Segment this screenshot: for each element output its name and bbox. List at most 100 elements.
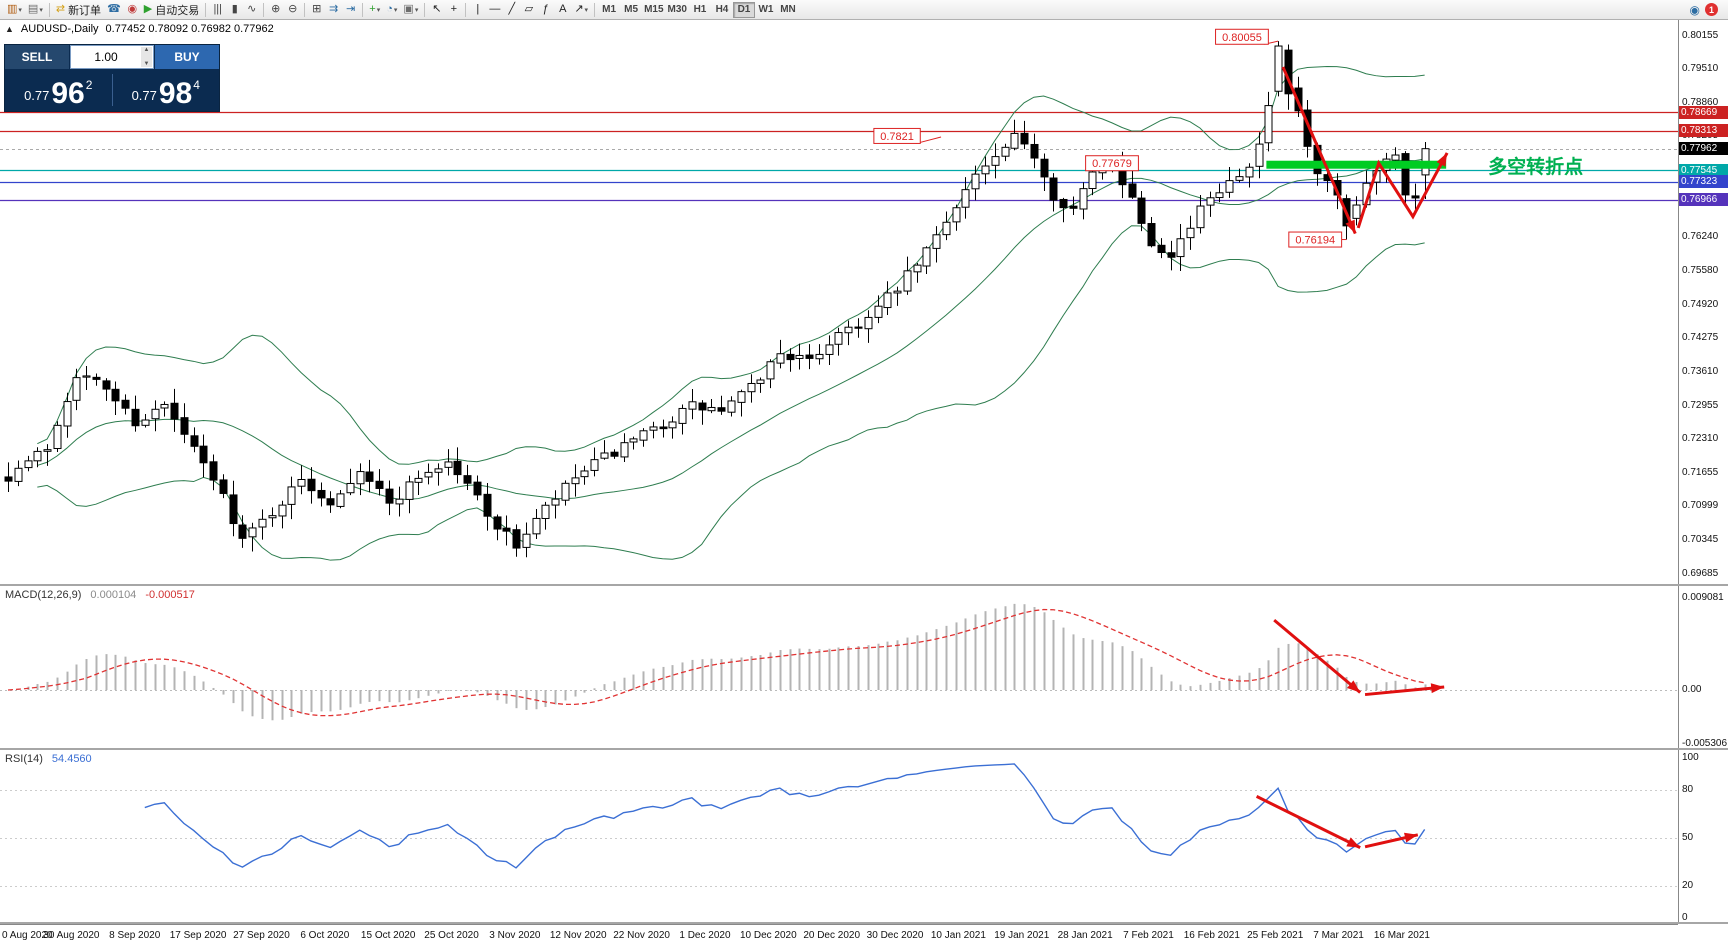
- dropdown-caret-icon: ▾: [39, 6, 43, 14]
- date-label: 6 Oct 2020: [300, 930, 350, 941]
- dropdown-caret-icon: ▾: [584, 6, 589, 14]
- timeframe-m1-button[interactable]: M1: [602, 4, 617, 15]
- text-icon: A: [559, 3, 567, 15]
- macd-signal-line: [7, 608, 1425, 717]
- templates-button[interactable]: ▣ ▾: [400, 1, 421, 18]
- date-label: 10 Jan 2021: [930, 930, 986, 941]
- date-label: 16 Feb 2021: [1183, 930, 1240, 941]
- trendline-button[interactable]: ╱: [503, 1, 520, 18]
- vertical-line-button[interactable]: |: [469, 1, 486, 18]
- main-chart-canvas[interactable]: 0.80055 0.7821 0.77679 0.76194 多空转折点: [0, 20, 1678, 584]
- volume-up-icon[interactable]: ▲: [143, 47, 150, 53]
- candlestick-chart-button[interactable]: ▮: [226, 1, 243, 18]
- trend-arrow[interactable]: [1255, 795, 1361, 849]
- new-chart-button[interactable]: ▥ ▾: [4, 1, 25, 18]
- macd-indicator-canvas[interactable]: [0, 586, 1678, 748]
- timeframe-mn-button[interactable]: MN: [780, 4, 796, 15]
- bollinger-band-line[interactable]: [37, 158, 1425, 500]
- indicators-button[interactable]: + ▾: [366, 1, 383, 18]
- community-button[interactable]: ◉: [124, 1, 141, 18]
- candle: [1128, 183, 1137, 198]
- timeframe-d1-button[interactable]: D1: [732, 1, 755, 18]
- tile-windows-button[interactable]: ⊞: [308, 1, 325, 18]
- candle: [649, 426, 658, 431]
- zoom-out-button[interactable]: ⊖: [284, 1, 301, 18]
- panel-separator[interactable]: [0, 748, 1728, 750]
- toolbar-separator: [304, 2, 306, 17]
- toolbar-separator: [465, 2, 467, 17]
- candle: [1069, 205, 1078, 209]
- candle: [1030, 143, 1039, 159]
- volume-down-icon[interactable]: ▼: [143, 61, 150, 67]
- price-annotation[interactable]: 0.7821: [873, 127, 942, 144]
- timeframe-w1-button[interactable]: W1: [758, 4, 774, 15]
- rsi-line: [144, 763, 1426, 869]
- buy-button[interactable]: BUY: [155, 45, 219, 69]
- date-label: 1 Dec 2020: [679, 930, 731, 941]
- line-chart-button[interactable]: ∿: [243, 1, 260, 18]
- price-annotation[interactable]: 0.80055: [1215, 28, 1279, 45]
- rsi-indicator-canvas[interactable]: [0, 750, 1678, 922]
- mobile-app-button[interactable]: ☎: [104, 1, 124, 18]
- trend-arrow[interactable]: [1273, 618, 1362, 694]
- sell-price-display[interactable]: 0.77 96 2: [5, 69, 112, 111]
- bollinger-band-line[interactable]: [37, 225, 1425, 561]
- candle: [199, 445, 208, 464]
- price-axis[interactable]: 0.801550.795100.788600.782050.762400.755…: [1678, 20, 1728, 924]
- panel-separator[interactable]: [0, 584, 1728, 586]
- zoom-in-button[interactable]: ⊕: [267, 1, 284, 18]
- auto-trading-button[interactable]: ▶ 自动交易: [141, 1, 202, 18]
- fibonacci-button[interactable]: ƒ: [537, 1, 554, 18]
- support-zone-band[interactable]: [1266, 160, 1447, 169]
- cursor-button[interactable]: ↖: [428, 1, 445, 18]
- price-tick-label: 0.72955: [1682, 399, 1719, 411]
- current-price-label: 0.77962: [1679, 142, 1728, 156]
- volume-input[interactable]: [71, 46, 153, 68]
- trend-arrow[interactable]: [1364, 685, 1445, 697]
- crosshair-button[interactable]: +: [445, 1, 462, 18]
- trend-arrow[interactable]: [1281, 66, 1357, 235]
- candle: [307, 478, 316, 492]
- auto-scroll-button[interactable]: ⇉: [325, 1, 342, 18]
- notification-badge[interactable]: 1: [1705, 3, 1718, 16]
- channel-button[interactable]: ▱: [520, 1, 537, 18]
- candle: [707, 406, 716, 412]
- turning-point-annotation-text[interactable]: 多空转折点: [1488, 155, 1583, 178]
- text-button[interactable]: A: [554, 1, 571, 18]
- timeframe-m15-button[interactable]: M15: [644, 4, 664, 15]
- chart-shift-button[interactable]: ⇥: [342, 1, 359, 18]
- horizontal-line-button[interactable]: —: [486, 1, 503, 18]
- date-label: 0 Aug 2020: [2, 930, 53, 941]
- candle: [1088, 171, 1097, 190]
- zoom-out-icon: ⊖: [288, 3, 298, 15]
- candle: [1235, 176, 1244, 181]
- rsi-scale-label: 50: [1682, 832, 1694, 843]
- price-annotation[interactable]: 0.76194: [1288, 231, 1347, 248]
- periods-button[interactable]: ◔ ▾: [383, 1, 400, 18]
- price-annotation[interactable]: 0.77679: [1085, 155, 1139, 172]
- candle: [326, 498, 335, 506]
- trend-arrow[interactable]: [1356, 152, 1449, 229]
- bollinger-band-line[interactable]: [37, 65, 1425, 465]
- arrows-button[interactable]: ↗ ▾: [571, 1, 591, 18]
- timeframe-h1-button[interactable]: H1: [693, 4, 707, 15]
- candle: [1079, 188, 1088, 210]
- one-click-trading-toggle-icon[interactable]: ▲: [5, 24, 14, 34]
- panel-separator[interactable]: [0, 922, 1728, 924]
- candle: [1167, 252, 1176, 258]
- timeframe-m5-button[interactable]: M5: [624, 4, 639, 15]
- sell-button[interactable]: SELL: [5, 45, 69, 69]
- time-axis[interactable]: 0 Aug 2020 30 Aug 2020 8 Sep 2020 17 Sep 20…: [0, 924, 1678, 947]
- candle: [1245, 166, 1254, 178]
- profiles-button[interactable]: ▤ ▾: [25, 1, 46, 18]
- buy-price-display[interactable]: 0.77 98 4: [113, 69, 220, 111]
- timeframe-h4-button[interactable]: H4: [715, 4, 729, 15]
- candle: [639, 430, 648, 441]
- timeframe-m30-button[interactable]: M30: [667, 4, 687, 15]
- bar-chart-button[interactable]: |||: [209, 1, 226, 18]
- news-button[interactable]: ◉: [1689, 2, 1700, 17]
- candle: [248, 527, 257, 538]
- new-order-button[interactable]: ⇄ 新订单: [53, 1, 104, 18]
- candle: [629, 438, 638, 443]
- candle: [698, 402, 707, 411]
